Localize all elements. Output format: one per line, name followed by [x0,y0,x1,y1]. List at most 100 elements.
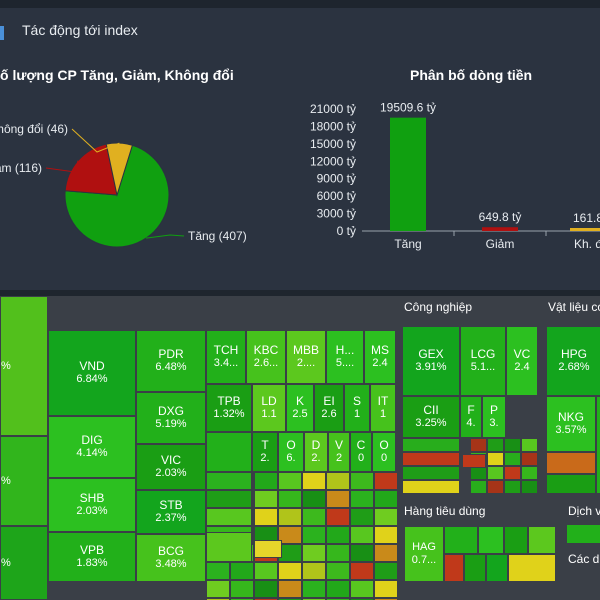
treemap-tile-small[interactable] [487,480,504,494]
treemap-tile-small[interactable] [206,562,230,580]
treemap-tile[interactable]: DIG 4.14% [48,416,136,478]
treemap-tile[interactable]: CII 3.25% [402,396,460,438]
treemap-tile[interactable]: PDR 6.48% [136,330,206,392]
treemap-tile-small[interactable] [374,544,398,562]
treemap-tile-small[interactable] [596,396,600,494]
treemap-tile-small[interactable] [254,490,278,508]
treemap-tile-small[interactable] [374,526,398,544]
treemap-tile[interactable]: VIC 2.03% [136,444,206,490]
treemap-tile-small[interactable] [278,472,302,490]
bar[interactable] [390,117,426,231]
treemap-tile-small[interactable] [374,508,398,526]
treemap-tile-small[interactable] [206,580,230,598]
treemap-tile-small[interactable] [487,466,504,480]
treemap-tile-small[interactable] [326,508,350,526]
treemap-tile-small[interactable] [326,580,350,598]
treemap-tile[interactable]: LCG 5.1... [460,326,506,396]
treemap-tile-small[interactable] [521,438,538,452]
treemap-tile-small[interactable] [230,598,254,600]
treemap-tile-small[interactable] [521,466,538,480]
treemap-tile[interactable]: D 2. [304,432,328,472]
treemap-tile-small[interactable] [350,580,374,598]
treemap-tile-small[interactable] [206,532,252,562]
treemap-tile-small[interactable] [326,526,350,544]
treemap-tile-small[interactable] [504,452,521,466]
treemap-tile-small[interactable] [470,438,487,452]
treemap-tile-small[interactable] [206,490,252,508]
treemap-tile-small[interactable] [230,580,254,598]
treemap-tile-small[interactable] [521,452,538,466]
treemap-tile-small[interactable] [326,490,350,508]
treemap-tile-small[interactable] [254,472,278,490]
treemap-tile-small[interactable] [402,466,460,480]
treemap-tile-small[interactable] [254,598,278,600]
treemap-tile-small[interactable] [504,480,521,494]
treemap-tile-small[interactable] [254,540,282,558]
bar[interactable] [570,228,600,231]
treemap-tile-small[interactable] [486,554,508,582]
treemap-tile[interactable]: VC 2.4 [506,326,538,396]
treemap-tile-small[interactable] [302,508,326,526]
treemap-tile[interactable]: TCH 3.4... [206,330,246,384]
treemap-tile-small[interactable] [278,598,302,600]
treemap-tile-small[interactable] [350,508,374,526]
treemap-tile-small[interactable] [302,526,326,544]
treemap-tile-small[interactable] [478,526,504,554]
treemap-tile[interactable]: VPB 1.83% [48,532,136,582]
treemap-tile-small[interactable] [206,432,252,472]
treemap-tile[interactable]: SHB 2.03% [48,478,136,532]
treemap-tile-small[interactable] [302,598,326,600]
treemap-tile-small[interactable] [350,598,374,600]
treemap-tile-small[interactable] [402,480,460,494]
treemap-tile-small[interactable] [546,474,596,494]
treemap-tile[interactable]: P 3. [482,396,506,438]
treemap-tile[interactable]: O 6. [278,432,304,472]
treemap-tile-small[interactable] [230,562,254,580]
treemap-tile[interactable]: MS 2.4 [364,330,396,384]
treemap-tile-small[interactable] [487,452,504,466]
treemap-tile-small[interactable] [444,526,478,554]
treemap-tile-small[interactable] [350,490,374,508]
treemap-tile-small[interactable] [504,466,521,480]
treemap-tile[interactable]: F 4. [460,396,482,438]
treemap-tile-small[interactable] [521,480,538,494]
treemap-tile-small[interactable] [350,562,374,580]
treemap-tile[interactable]: VND 6.84% [48,330,136,416]
treemap-tile-small[interactable] [326,472,350,490]
treemap-tile-small[interactable] [206,508,252,526]
treemap-tile-small[interactable] [326,562,350,580]
treemap-tile-small[interactable] [302,490,326,508]
treemap-tile-small[interactable] [374,562,398,580]
treemap-tile-edge[interactable]: % [0,296,48,436]
treemap-tile[interactable]: TPB 1.32% [206,384,252,432]
bar[interactable] [482,227,518,231]
treemap-tile-small[interactable] [254,562,278,580]
treemap-tile[interactable]: DXG 5.19% [136,392,206,444]
treemap-tile-small[interactable] [546,452,596,474]
treemap-tile[interactable]: K 2.5 [286,384,314,432]
treemap-tile[interactable]: T 2. [252,432,278,472]
treemap-tile-small[interactable] [402,438,460,452]
treemap-sector[interactable] [562,548,600,600]
treemap-tile[interactable]: BCG 3.48% [136,534,206,582]
treemap-tile-small[interactable] [508,554,556,582]
treemap-tile-small[interactable] [278,508,302,526]
treemap-tile-small[interactable] [278,526,302,544]
treemap-tile-small[interactable] [444,554,464,582]
treemap-tile[interactable]: NKG 3.57% [546,396,596,452]
treemap-tile-small[interactable] [504,526,528,554]
treemap-tile-small[interactable] [374,598,398,600]
treemap-tile[interactable]: EI 2.6 [314,384,344,432]
treemap-tile-small[interactable] [487,438,504,452]
treemap-tile-small[interactable] [278,490,302,508]
treemap-tile-small[interactable] [504,438,521,452]
treemap-tile-small[interactable] [254,508,278,526]
treemap-tile-small[interactable] [374,580,398,598]
treemap-tile-small[interactable] [206,598,230,600]
treemap-tile[interactable]: HPG 2.68% [546,326,600,396]
treemap-tile-small[interactable] [350,544,374,562]
